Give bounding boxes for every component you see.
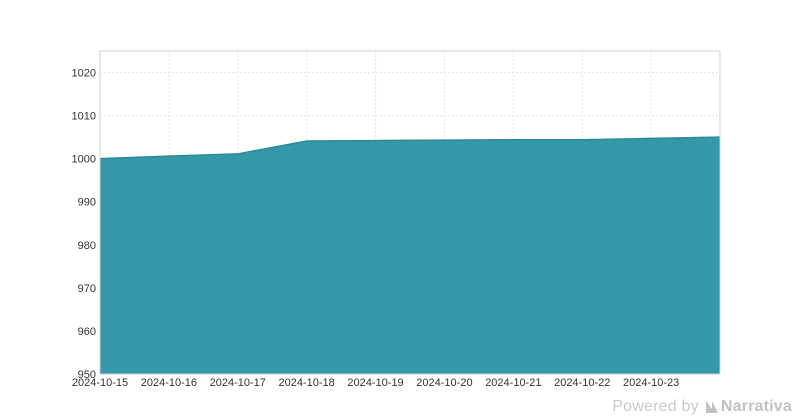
watermark-prefix: Powered by [612, 398, 699, 415]
plot-frame [99, 50, 721, 375]
y-tick-label: 1000 [72, 154, 96, 166]
axes [99, 50, 721, 375]
x-tick-label: 2024-10-22 [554, 377, 610, 389]
x-tick-label: 2024-10-23 [623, 377, 679, 389]
watermark-brand: Narrativa [705, 398, 792, 416]
area-series [99, 136, 721, 374]
y-axis-ticks: 950 960 970 980 990 1000 1010 1020 [72, 68, 96, 381]
watermark-brand-label: Narrativa [720, 398, 792, 415]
x-tick-label: 2024-10-18 [279, 377, 335, 389]
x-tick-label: 2024-10-15 [72, 377, 128, 389]
y-tick-label: 990 [78, 197, 96, 209]
x-axis-ticks: 2024-10-15 2024-10-16 2024-10-17 2024-10-18… [72, 377, 679, 389]
x-tick-label: 2024-10-17 [210, 377, 266, 389]
y-tick-label: 1010 [72, 111, 96, 123]
narrativa-logo-icon [705, 401, 718, 413]
y-tick-label: 950 [78, 369, 96, 381]
y-tick-label: 970 [78, 283, 96, 295]
y-tick-label: 960 [78, 326, 96, 338]
x-tick-label: 2024-10-21 [485, 377, 541, 389]
x-tick-label: 2024-10-19 [347, 377, 403, 389]
area-fill [100, 137, 720, 374]
y-tick-label: 980 [78, 240, 96, 252]
area-line [99, 136, 721, 160]
x-tick-label: 2024-10-16 [141, 377, 197, 389]
watermark: Powered by Narrativa [612, 398, 792, 416]
x-tick-label: 2024-10-20 [416, 377, 472, 389]
y-tick-label: 1020 [72, 68, 96, 80]
